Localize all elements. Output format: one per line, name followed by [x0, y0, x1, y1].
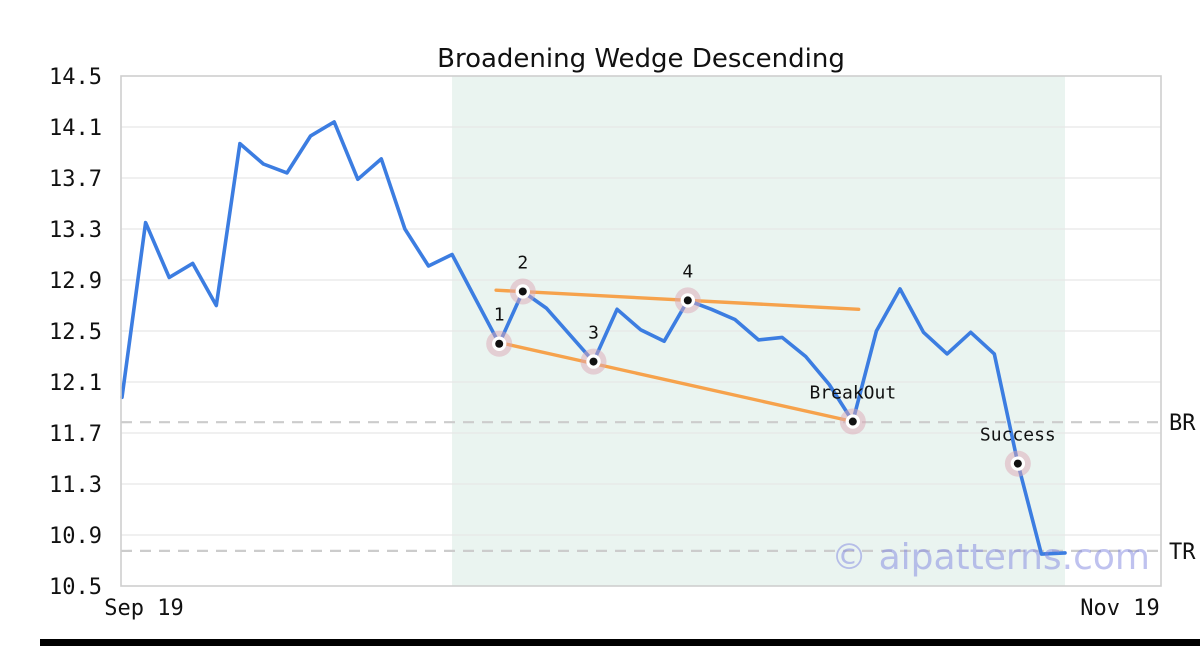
- y-tick-label: 13.3: [49, 218, 102, 243]
- y-tick-label: 12.9: [49, 269, 102, 294]
- y-tick-label: 10.5: [49, 575, 102, 600]
- lower-trendline: [497, 340, 855, 424]
- marker-label-success: Success: [980, 425, 1056, 446]
- watermark-text: © aipatterns.com: [831, 537, 1150, 578]
- reference-label-br: BR: [1169, 411, 1196, 436]
- y-tick-label: 14.1: [49, 116, 102, 141]
- y-tick-label: 13.7: [49, 167, 102, 192]
- bottom-edge-bar: [40, 639, 1200, 646]
- plot-border: [120, 75, 1162, 587]
- marker-dot: [848, 417, 857, 426]
- y-tick-label: 12.5: [49, 320, 102, 345]
- marker-dot: [518, 287, 527, 296]
- reference-label-tr: TR: [1169, 540, 1196, 565]
- marker-label-4: 4: [682, 261, 693, 282]
- chart-figure: 1 2 3 4 BreakOut Success 14.5 14.1 13.7 13.3 12.9 1…: [40, 16, 1200, 646]
- y-tick-label: 12.1: [49, 371, 102, 396]
- marker-dot: [589, 357, 598, 366]
- y-tick-label: 11.3: [49, 473, 102, 498]
- marker-label-1: 1: [494, 305, 505, 326]
- y-tick-label: 11.7: [49, 422, 102, 447]
- marker-dot: [683, 296, 692, 305]
- y-tick-label: 14.5: [49, 65, 102, 90]
- marker-dot: [1013, 459, 1022, 468]
- price-chart: 1 2 3 4 BreakOut Success 14.5 14.1 13.7 13.3 12.9 1…: [49, 44, 1196, 621]
- marker-label-2: 2: [517, 253, 528, 274]
- marker-label-3: 3: [588, 323, 599, 344]
- marker-label-breakout: BreakOut: [809, 383, 896, 404]
- x-tick-label: Sep 19: [104, 596, 183, 621]
- y-tick-label: 10.9: [49, 524, 102, 549]
- x-tick-label: Nov 19: [1080, 596, 1159, 621]
- chart-title: Broadening Wedge Descending: [437, 44, 845, 74]
- marker-dot: [495, 339, 504, 348]
